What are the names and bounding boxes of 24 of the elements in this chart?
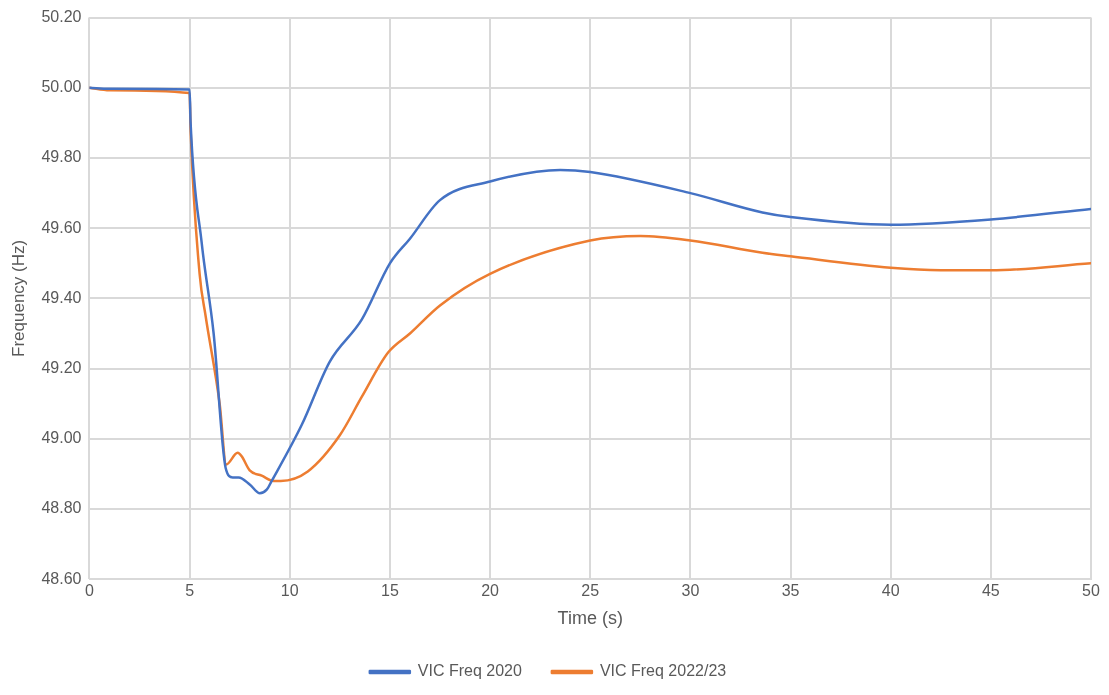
x-tick-label: 40 <box>881 582 900 600</box>
x-tick-label: 10 <box>280 582 299 600</box>
y-tick-label: 48.80 <box>41 499 82 517</box>
x-tick-label: 45 <box>981 582 1000 600</box>
x-tick-label: 25 <box>581 582 600 600</box>
y-tick-label: 49.80 <box>41 148 82 166</box>
x-axis-title: Time (s) <box>557 608 623 629</box>
x-tick-label: 30 <box>681 582 700 600</box>
x-tick-label: 20 <box>481 582 500 600</box>
y-tick-label: 49.60 <box>41 218 82 236</box>
legend-label: VIC Freq 2022/23 <box>599 662 727 680</box>
y-tick-label: 49.00 <box>41 429 82 447</box>
x-tick-label: 15 <box>381 582 399 600</box>
y-tick-label: 48.60 <box>41 569 82 587</box>
legend-label: VIC Freq 2020 <box>417 662 522 680</box>
x-tick-label: 0 <box>84 582 94 600</box>
y-tick-label: 49.40 <box>41 288 82 306</box>
y-tick-label: 49.20 <box>41 359 82 377</box>
x-tick-label: 5 <box>185 582 195 600</box>
y-tick-label: 50.00 <box>41 78 82 96</box>
y-tick-label: 50.20 <box>41 8 82 26</box>
x-tick-label: 50 <box>1082 582 1100 600</box>
y-axis-title: Frequency (Hz) <box>8 239 28 357</box>
x-tick-label: 35 <box>781 582 800 600</box>
